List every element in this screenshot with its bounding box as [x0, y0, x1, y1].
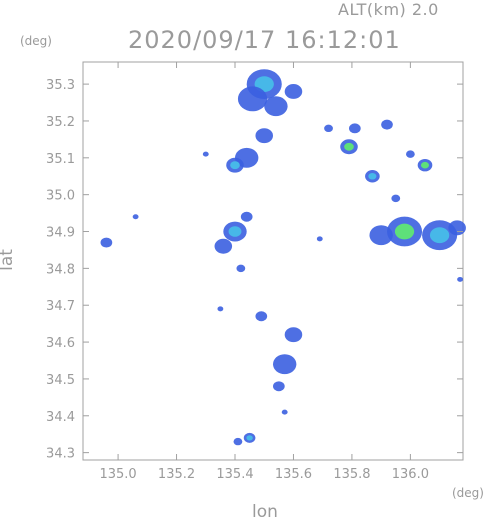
echo-cell: [264, 96, 288, 117]
echo-cell: [457, 276, 464, 282]
echo-cell-core: [344, 142, 354, 151]
y-tick-label: 34.4: [46, 410, 75, 425]
x-tick-label: 136.0: [392, 467, 429, 482]
echo-cell: [381, 119, 393, 130]
altitude-label: ALT(km) 2.0: [338, 0, 439, 19]
y-tick-label: 34.3: [46, 447, 75, 462]
echo-cell: [240, 211, 253, 222]
echo-cell: [284, 327, 303, 343]
echo-cell: [349, 123, 361, 134]
echo-cell: [236, 264, 246, 273]
y-tick-label: 35.0: [46, 189, 75, 204]
y-tick-label: 34.6: [46, 336, 75, 351]
y-tick-label: 35.3: [46, 78, 75, 93]
y-tick-label: 34.5: [46, 373, 75, 388]
x-tick-label: 135.8: [333, 467, 370, 482]
x-tick-label: 135.0: [99, 467, 136, 482]
y-tick-label: 34.7: [46, 299, 75, 314]
echo-cell: [273, 354, 297, 375]
echo-cell-core: [394, 223, 415, 240]
plot-frame: [82, 61, 464, 461]
echo-cell-core: [429, 227, 450, 244]
echo-cell-core: [246, 435, 253, 441]
echo-cell-core: [228, 226, 242, 237]
echo-cell: [255, 128, 273, 144]
echo-cell: [233, 437, 243, 446]
y-tick-label: 35.2: [46, 115, 75, 130]
echo-cell: [391, 194, 401, 203]
echo-cell: [369, 225, 393, 246]
x-axis-label: lon: [252, 502, 278, 522]
echo-cell: [237, 86, 268, 112]
echo-cell: [284, 84, 303, 99]
echo-cells: [100, 69, 466, 446]
y-tick-label: 34.9: [46, 226, 75, 241]
x-tick-label: 135.4: [216, 467, 253, 482]
x-unit-label: (deg): [452, 486, 484, 500]
echo-cell: [448, 220, 466, 236]
echo-cell-core: [368, 172, 377, 180]
echo-cell: [100, 237, 113, 248]
echo-cell: [214, 238, 233, 254]
echo-cell: [217, 306, 224, 312]
echo-cell-core: [230, 161, 240, 170]
echo-cell: [273, 381, 285, 392]
y-tick-label: 35.1: [46, 152, 75, 167]
echo-cell: [406, 150, 415, 158]
x-tick-label: 135.2: [158, 467, 195, 482]
echo-cell: [324, 124, 333, 133]
y-tick-label: 34.8: [46, 262, 75, 277]
echo-cell: [281, 409, 288, 415]
echo-cell: [316, 236, 323, 242]
echo-cell: [202, 151, 209, 157]
echo-cell-core: [420, 161, 430, 169]
y-unit-label: (deg): [20, 34, 52, 48]
y-ticks: 34.3 34.4 34.5 34.6 34.7 34.8 34.9 35.0 35.1 35.2…: [46, 78, 463, 462]
echo-cell: [132, 214, 139, 220]
x-ticks: 135.0 135.2 135.4 135.6 135.8 136.0: [99, 62, 429, 482]
timestamp-title: 2020/09/17 16:12:01: [128, 26, 401, 54]
x-tick-label: 135.6: [275, 467, 312, 482]
echo-cell: [255, 311, 268, 322]
